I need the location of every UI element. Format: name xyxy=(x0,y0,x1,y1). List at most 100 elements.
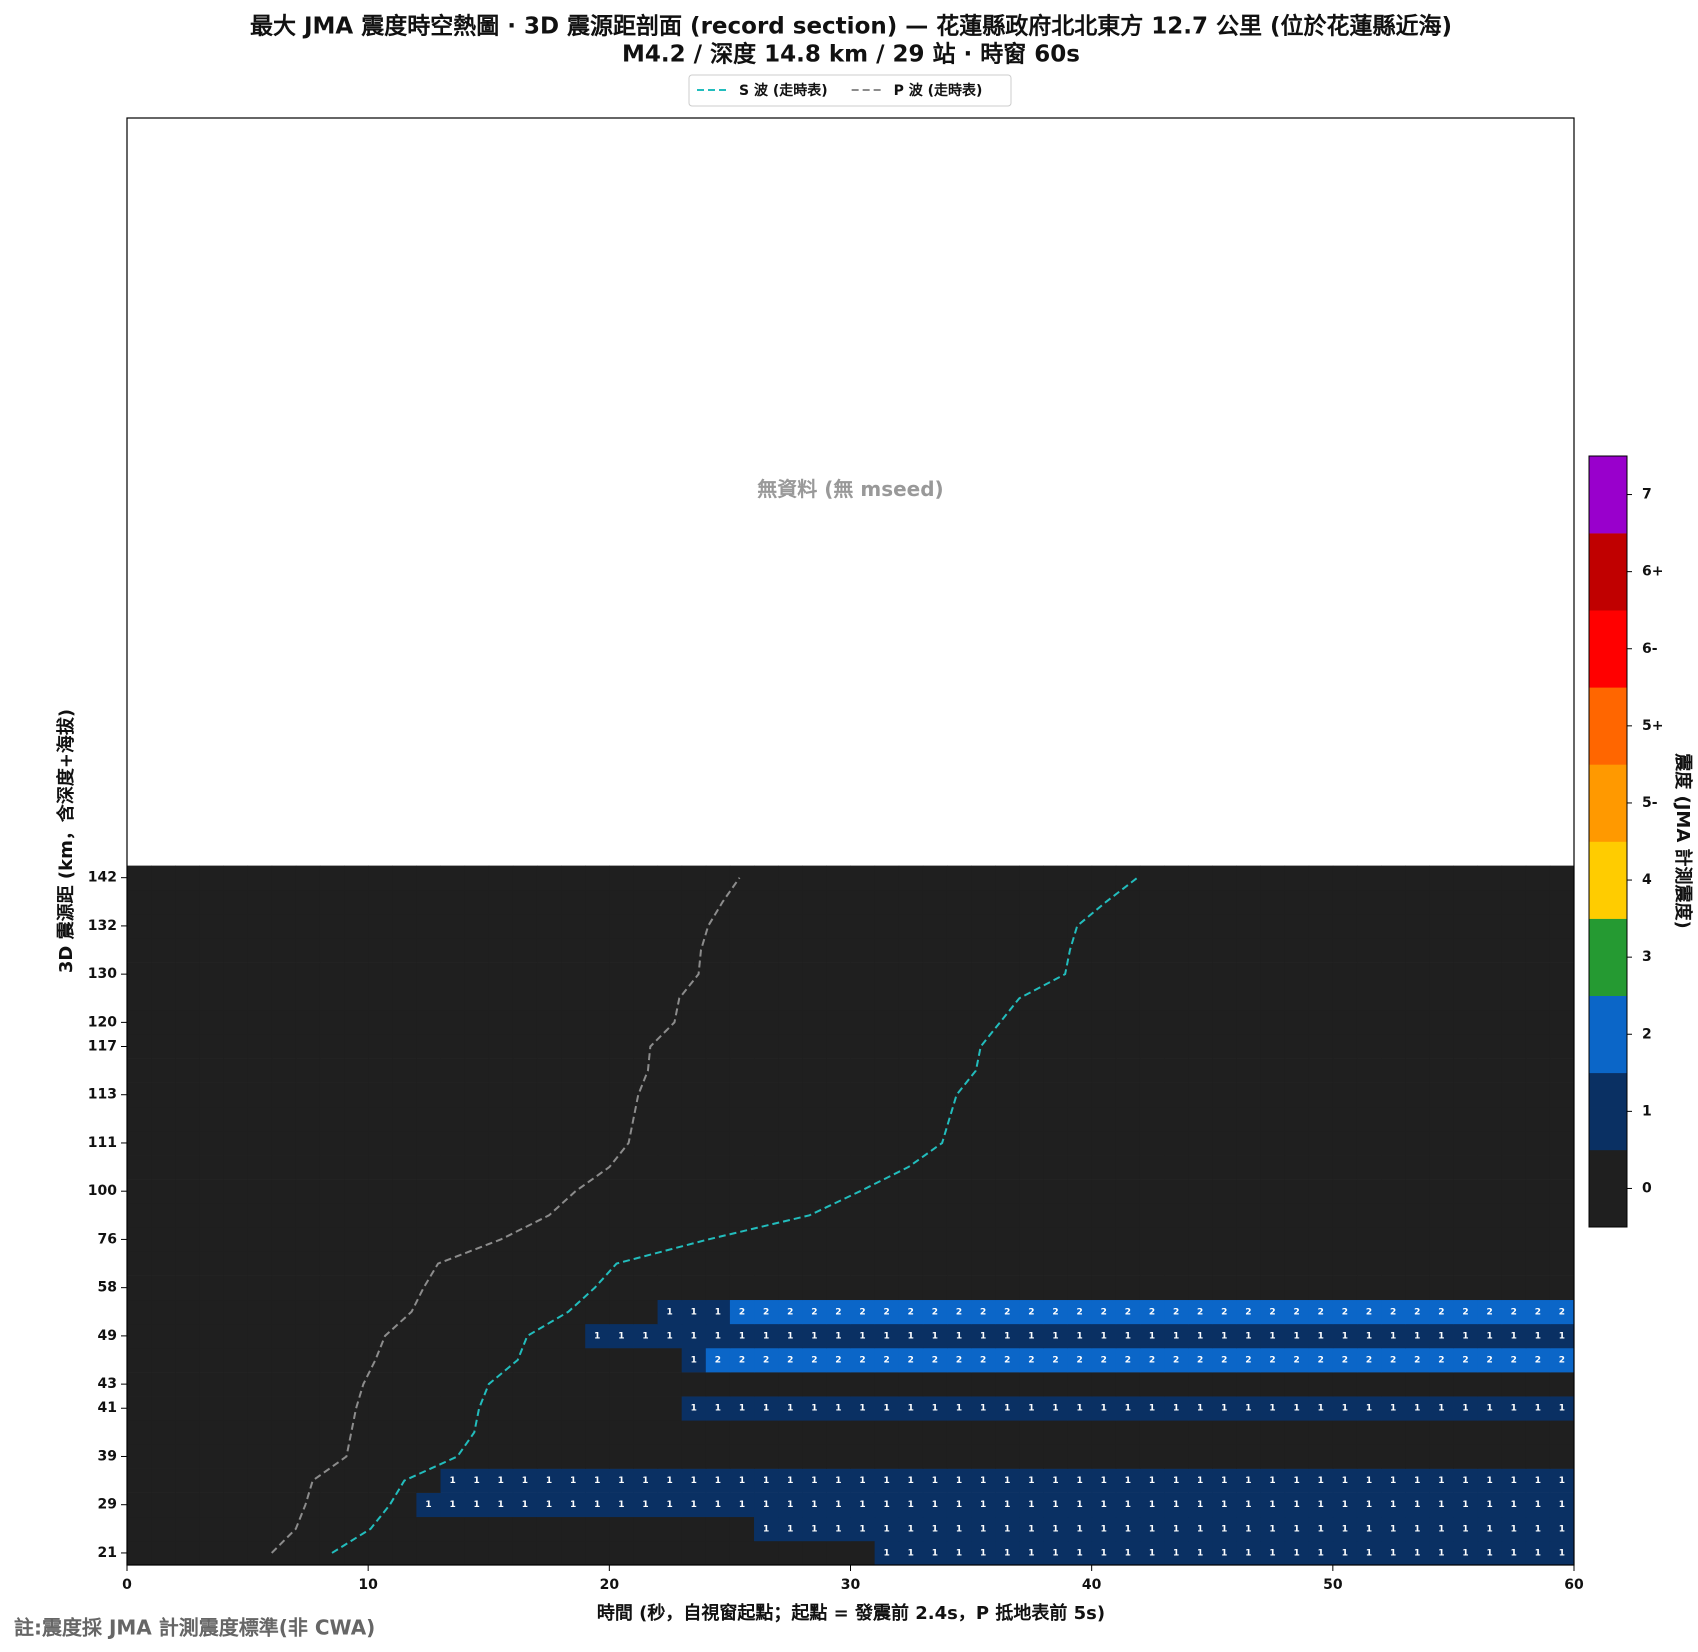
heat-cell xyxy=(223,1492,249,1518)
heat-cell xyxy=(1453,1203,1479,1228)
heat-cell xyxy=(1429,1299,1454,1325)
heat-cell xyxy=(175,1082,200,1108)
heat-cell xyxy=(1212,1540,1237,1566)
heat-cell xyxy=(223,1155,249,1180)
heat-cell xyxy=(1501,1227,1527,1252)
heat-cell xyxy=(754,1444,779,1469)
heat-cell xyxy=(1429,1251,1454,1276)
heat-cell xyxy=(1501,913,1527,939)
heat-cell xyxy=(1236,1468,1261,1493)
heat-cell xyxy=(1405,1227,1430,1252)
heat-cell xyxy=(561,1299,586,1325)
cell-label: 1 xyxy=(522,1476,528,1486)
heat-cell xyxy=(778,889,803,915)
heat-cell xyxy=(536,889,562,915)
heat-cell xyxy=(536,937,562,963)
heat-cell xyxy=(247,1540,273,1566)
heat-cell xyxy=(995,1540,1020,1566)
colorbar-label: 震度 (JMA 計測震度) xyxy=(1672,753,1694,929)
heat-cell xyxy=(1212,1010,1237,1035)
heat-cell xyxy=(488,1420,514,1445)
heat-cell xyxy=(922,1010,948,1035)
heat-cell xyxy=(1453,1010,1479,1035)
heat-cell xyxy=(151,1130,176,1156)
cell-label: 2 xyxy=(1173,1356,1179,1366)
cell-label: 1 xyxy=(1366,1476,1372,1486)
heat-cell xyxy=(1477,865,1503,891)
cell-label: 1 xyxy=(1221,1548,1227,1558)
heat-cell xyxy=(151,1299,176,1325)
heat-cell xyxy=(1549,986,1575,1011)
heat-cell xyxy=(1236,1179,1261,1204)
heat-cell xyxy=(633,986,659,1011)
heat-cell xyxy=(1139,1227,1165,1252)
heat-cell xyxy=(1236,1347,1261,1373)
heat-cell xyxy=(1405,1179,1430,1204)
heat-cell xyxy=(1260,962,1286,987)
heat-cell xyxy=(1164,865,1189,891)
heat-cell xyxy=(512,1106,538,1132)
heat-cell xyxy=(657,1106,683,1132)
heat-cell xyxy=(1115,1275,1141,1301)
heat-cell xyxy=(1043,913,1069,939)
heat-cell xyxy=(1477,1396,1503,1421)
heat-cell xyxy=(754,1227,779,1252)
cell-label: 1 xyxy=(763,1331,769,1341)
heat-cell xyxy=(754,1106,779,1132)
heat-cell xyxy=(488,1372,514,1397)
heat-cell xyxy=(898,1323,924,1349)
heat-cell xyxy=(585,1034,610,1059)
heat-cell xyxy=(874,1275,900,1301)
heat-cell xyxy=(1308,1420,1334,1445)
cell-label: 2 xyxy=(1559,1356,1565,1366)
heat-cell xyxy=(922,1468,948,1493)
heat-cell xyxy=(1405,1034,1430,1059)
cell-label: 1 xyxy=(1004,1331,1010,1341)
heat-cell xyxy=(151,1540,176,1566)
heat-cell xyxy=(223,1396,249,1421)
heat-cell xyxy=(319,962,345,987)
legend-label: S 波 (走時表) xyxy=(739,82,828,99)
cell-label: 2 xyxy=(1221,1356,1227,1366)
heat-cell xyxy=(874,1034,900,1059)
cell-label: 1 xyxy=(1462,1500,1468,1510)
heat-cell xyxy=(151,1372,176,1397)
heat-cell xyxy=(1525,865,1551,891)
heat-cell xyxy=(1164,1106,1189,1132)
heat-cell xyxy=(1549,962,1575,987)
cell-label: 1 xyxy=(1438,1476,1444,1486)
heat-cell xyxy=(946,1275,972,1301)
heat-cell xyxy=(1212,1227,1237,1252)
heat-cell xyxy=(1019,865,1044,891)
cell-label: 1 xyxy=(1052,1548,1058,1558)
heat-cell xyxy=(922,1396,948,1421)
heat-cell xyxy=(1236,937,1261,963)
cell-label: 1 xyxy=(884,1476,890,1486)
heat-cell xyxy=(1525,1275,1551,1301)
heat-cell xyxy=(826,1323,851,1349)
y-tick-label: 132 xyxy=(88,918,117,934)
heat-cell xyxy=(585,1179,610,1204)
heat-cell xyxy=(1043,1540,1069,1566)
heat-cell xyxy=(657,1155,683,1180)
heat-cell xyxy=(1043,1179,1069,1204)
cell-label: 1 xyxy=(787,1331,793,1341)
heat-cell xyxy=(802,889,827,915)
heat-cell xyxy=(778,1058,803,1083)
heat-cell xyxy=(488,1034,514,1059)
heat-cell xyxy=(1212,1372,1237,1397)
cell-label: 1 xyxy=(859,1476,865,1486)
heat-cell xyxy=(1381,1396,1406,1421)
cell-label: 1 xyxy=(859,1404,865,1414)
heat-cell xyxy=(440,986,466,1011)
heat-cell xyxy=(705,1516,731,1542)
cell-label: 1 xyxy=(1390,1548,1396,1558)
heat-cell xyxy=(1091,1468,1117,1493)
heat-cell xyxy=(1164,1275,1189,1301)
heat-cell xyxy=(681,889,707,915)
heat-cell xyxy=(850,1203,876,1228)
heat-cell xyxy=(223,865,249,891)
cell-label: 1 xyxy=(811,1331,817,1341)
heat-cell xyxy=(971,1516,996,1542)
cell-label: 1 xyxy=(1076,1524,1082,1534)
